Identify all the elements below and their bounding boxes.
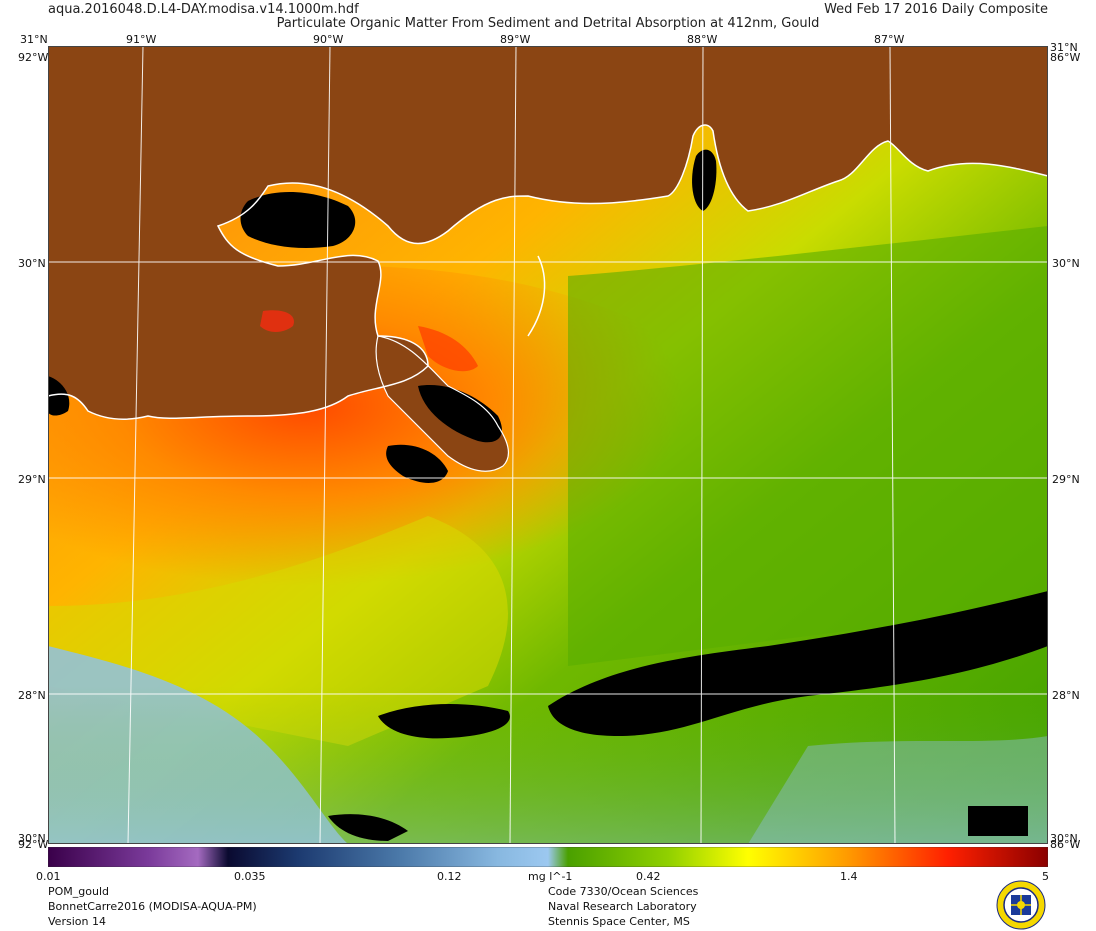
lat-label-left-29: 29°N	[18, 473, 46, 486]
lon-label-top-87: 87°W	[874, 33, 905, 46]
inner-bay-red	[260, 310, 294, 332]
nearshore-red	[418, 326, 478, 372]
nodata-cloud-central	[378, 704, 510, 739]
green-east	[568, 226, 1048, 666]
lon-label-left-top-stack: 92°W	[18, 51, 49, 64]
map-title: Particulate Organic Matter From Sediment…	[276, 16, 820, 31]
nrl-seal-logo	[996, 880, 1046, 930]
lat-label-top-left: 31°N	[20, 33, 48, 46]
nodata-cloud-east	[548, 591, 1048, 736]
lon-label-top-91: 91°W	[126, 33, 157, 46]
colorbar-tick-0: 0.01	[36, 870, 61, 883]
lon-label-right-top-stack: 86°W	[1050, 51, 1081, 64]
lat-label-right-30: 30°N	[1052, 257, 1080, 270]
colorbar-tick-3: 0.42	[636, 870, 661, 883]
footer-code: Code 7330/Ocean Sciences	[548, 885, 699, 898]
delta-coastline	[375, 335, 510, 472]
lat-label-right-29: 29°N	[1052, 473, 1080, 486]
land-mass	[48, 46, 1048, 420]
lon-label-top-90: 90°W	[313, 33, 344, 46]
lat-label-bottom-right: 30°N	[1050, 832, 1078, 845]
lake-pontchartrain	[240, 191, 356, 248]
ocean-color-map	[48, 46, 1048, 844]
coastal-nodata-west	[48, 376, 70, 416]
date-label: Wed Feb 17 2016 Daily Composite	[824, 2, 1048, 17]
nodata-cloud-south	[328, 814, 408, 841]
footer-product: POM_gould	[48, 885, 110, 898]
lat-label-left-28: 28°N	[18, 689, 46, 702]
graticule	[48, 46, 1048, 844]
colorbar-tick-4: 1.4	[840, 870, 858, 883]
lat-label-left-30: 30°N	[18, 257, 46, 270]
lon-label-top-88: 88°W	[687, 33, 718, 46]
footer-location: Stennis Space Center, MS	[548, 915, 690, 928]
lon-label-top-89: 89°W	[500, 33, 531, 46]
mobile-bay	[692, 149, 717, 211]
coastline	[48, 124, 1048, 421]
lat-label-right-28: 28°N	[1052, 689, 1080, 702]
lat-label-top-right: 31°N	[1050, 41, 1078, 54]
colorbar-tick-5: 5	[1042, 870, 1049, 883]
colorbar-tick-2: 0.12	[437, 870, 462, 883]
colorbar	[48, 847, 1048, 867]
breton-sound	[418, 385, 502, 443]
footer-lab: Naval Research Laboratory	[548, 900, 697, 913]
lon-label-bottom-right-stack: 86°W	[1050, 838, 1081, 851]
colorbar-tick-1: 0.035	[234, 870, 266, 883]
lon-label-bottom-left-stack: 92°W	[18, 838, 49, 851]
lat-label-bottom-left: 30°N	[18, 832, 46, 845]
footer-dataset: BonnetCarre2016 (MODISA-AQUA-PM)	[48, 900, 257, 913]
colorbar-gradient	[48, 847, 1048, 867]
colorbar-unit: mg l^-1	[528, 870, 573, 883]
filename-label: aqua.2016048.D.L4-DAY.modisa.v14.1000m.h…	[48, 2, 359, 17]
barataria-bay	[386, 444, 448, 483]
footer-version: Version 14	[48, 915, 106, 928]
